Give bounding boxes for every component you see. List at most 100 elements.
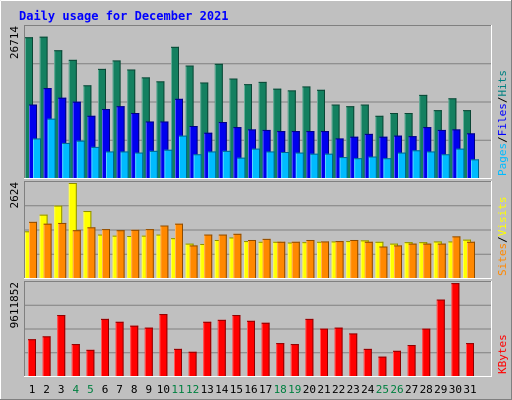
bar-fill <box>130 325 139 376</box>
bar-fill <box>62 142 71 178</box>
bar-fill <box>72 230 81 278</box>
legend-labels: KBytes <box>496 334 509 374</box>
bar-fill <box>149 150 158 178</box>
bar-fill <box>436 299 445 376</box>
bar-sites <box>350 239 359 278</box>
bar-fill <box>91 146 100 178</box>
bar-fill <box>28 339 36 376</box>
chart-title: Daily usage for December 2021 <box>19 9 229 23</box>
bar-fill <box>407 345 416 376</box>
bar-sites <box>58 222 67 278</box>
bar-fill <box>321 241 329 278</box>
bar-fill <box>233 127 242 178</box>
x-tick-label: 26 <box>390 383 403 396</box>
bar-fill <box>101 318 109 376</box>
x-tick-label: 12 <box>186 383 199 396</box>
x-tick-label: 22 <box>332 383 345 396</box>
bar-sites <box>175 223 183 278</box>
bar-fill <box>120 151 129 178</box>
bar-fill <box>237 157 246 178</box>
bar-fill <box>452 236 461 278</box>
x-tick-label: 13 <box>201 383 214 396</box>
bar-fill <box>398 152 406 178</box>
bar-fill <box>281 151 290 178</box>
bar-kbytes <box>276 343 285 376</box>
bar-fill <box>467 241 475 278</box>
bar-fill <box>295 152 304 178</box>
x-tick-label: 10 <box>157 383 170 396</box>
bar-sites <box>233 233 242 278</box>
bar-kbytes <box>57 315 66 376</box>
legend-pages: Pages <box>496 143 509 176</box>
bar-kbytes <box>115 321 124 376</box>
bar-fill <box>252 148 260 178</box>
bar-fill <box>451 283 460 376</box>
bar-fill <box>200 82 209 178</box>
bar-fill <box>218 122 227 178</box>
bar-fill <box>277 241 286 278</box>
bar-fill <box>131 112 140 178</box>
chart-panels: 26714Pages/Files/Hits2624Sites/Visits961… <box>8 25 509 377</box>
bar-fill <box>363 348 372 376</box>
bar-kbytes <box>451 283 460 376</box>
x-tick-label: 5 <box>87 383 94 396</box>
bar-pages <box>281 151 290 178</box>
bar-fill <box>335 241 344 278</box>
bar-fill <box>87 227 96 278</box>
bar-fill <box>222 150 231 178</box>
bar-fill <box>233 233 242 278</box>
bar-fill <box>47 118 56 178</box>
series-sites <box>29 221 475 278</box>
bar-kbytes <box>86 349 95 376</box>
bar-fill <box>437 129 446 178</box>
x-tick-label: 30 <box>449 383 462 396</box>
bar-kbytes <box>320 328 328 376</box>
bar-kbytes <box>261 322 270 376</box>
bar-fill <box>383 158 392 178</box>
x-tick-label: 1 <box>29 383 36 396</box>
bar-kbytes <box>130 325 139 376</box>
bar-sites <box>189 245 198 278</box>
bar-sites <box>87 227 96 278</box>
bar-kbytes <box>71 344 80 376</box>
bar-fill <box>350 239 359 278</box>
x-tick-label: 19 <box>288 383 301 396</box>
bar-kbytes <box>378 356 387 376</box>
bar-kbytes <box>203 321 212 376</box>
bar-fill <box>456 148 465 178</box>
bar-kbytes <box>407 345 416 376</box>
bar-fill <box>174 348 182 376</box>
bar-fill <box>423 243 432 278</box>
bar-kbytes <box>217 319 226 376</box>
bar-pages <box>383 158 392 178</box>
bar-pages <box>33 138 41 178</box>
bar-pages <box>354 158 363 178</box>
bar-fill <box>86 349 95 376</box>
bar-kbytes <box>232 315 241 376</box>
bar-fill <box>261 322 270 376</box>
bar-fill <box>185 65 194 178</box>
x-tick-label: 8 <box>131 383 138 396</box>
bar-fill <box>131 229 140 278</box>
legend-files: Files <box>496 103 509 136</box>
bar-fill <box>106 151 114 178</box>
bar-pages <box>427 151 436 178</box>
bar-sites <box>291 241 300 278</box>
bar-sites <box>364 241 373 278</box>
bar-kbytes <box>188 351 197 376</box>
bar-kbytes <box>101 318 109 376</box>
bar-fill <box>306 239 315 278</box>
bar-sites <box>218 234 227 278</box>
bar-sites <box>43 223 52 278</box>
bar-fill <box>427 151 436 178</box>
bar-fill <box>412 150 421 178</box>
bar-fill <box>57 315 66 376</box>
bar-sites <box>335 241 344 278</box>
bar-kbytes <box>334 327 343 376</box>
panel-3: 9611852 KBytes <box>8 281 509 377</box>
bar-fill <box>320 328 328 376</box>
bar-pages <box>135 152 144 178</box>
bar-kbytes <box>349 333 358 376</box>
y-max-label: 2624 <box>8 182 21 209</box>
